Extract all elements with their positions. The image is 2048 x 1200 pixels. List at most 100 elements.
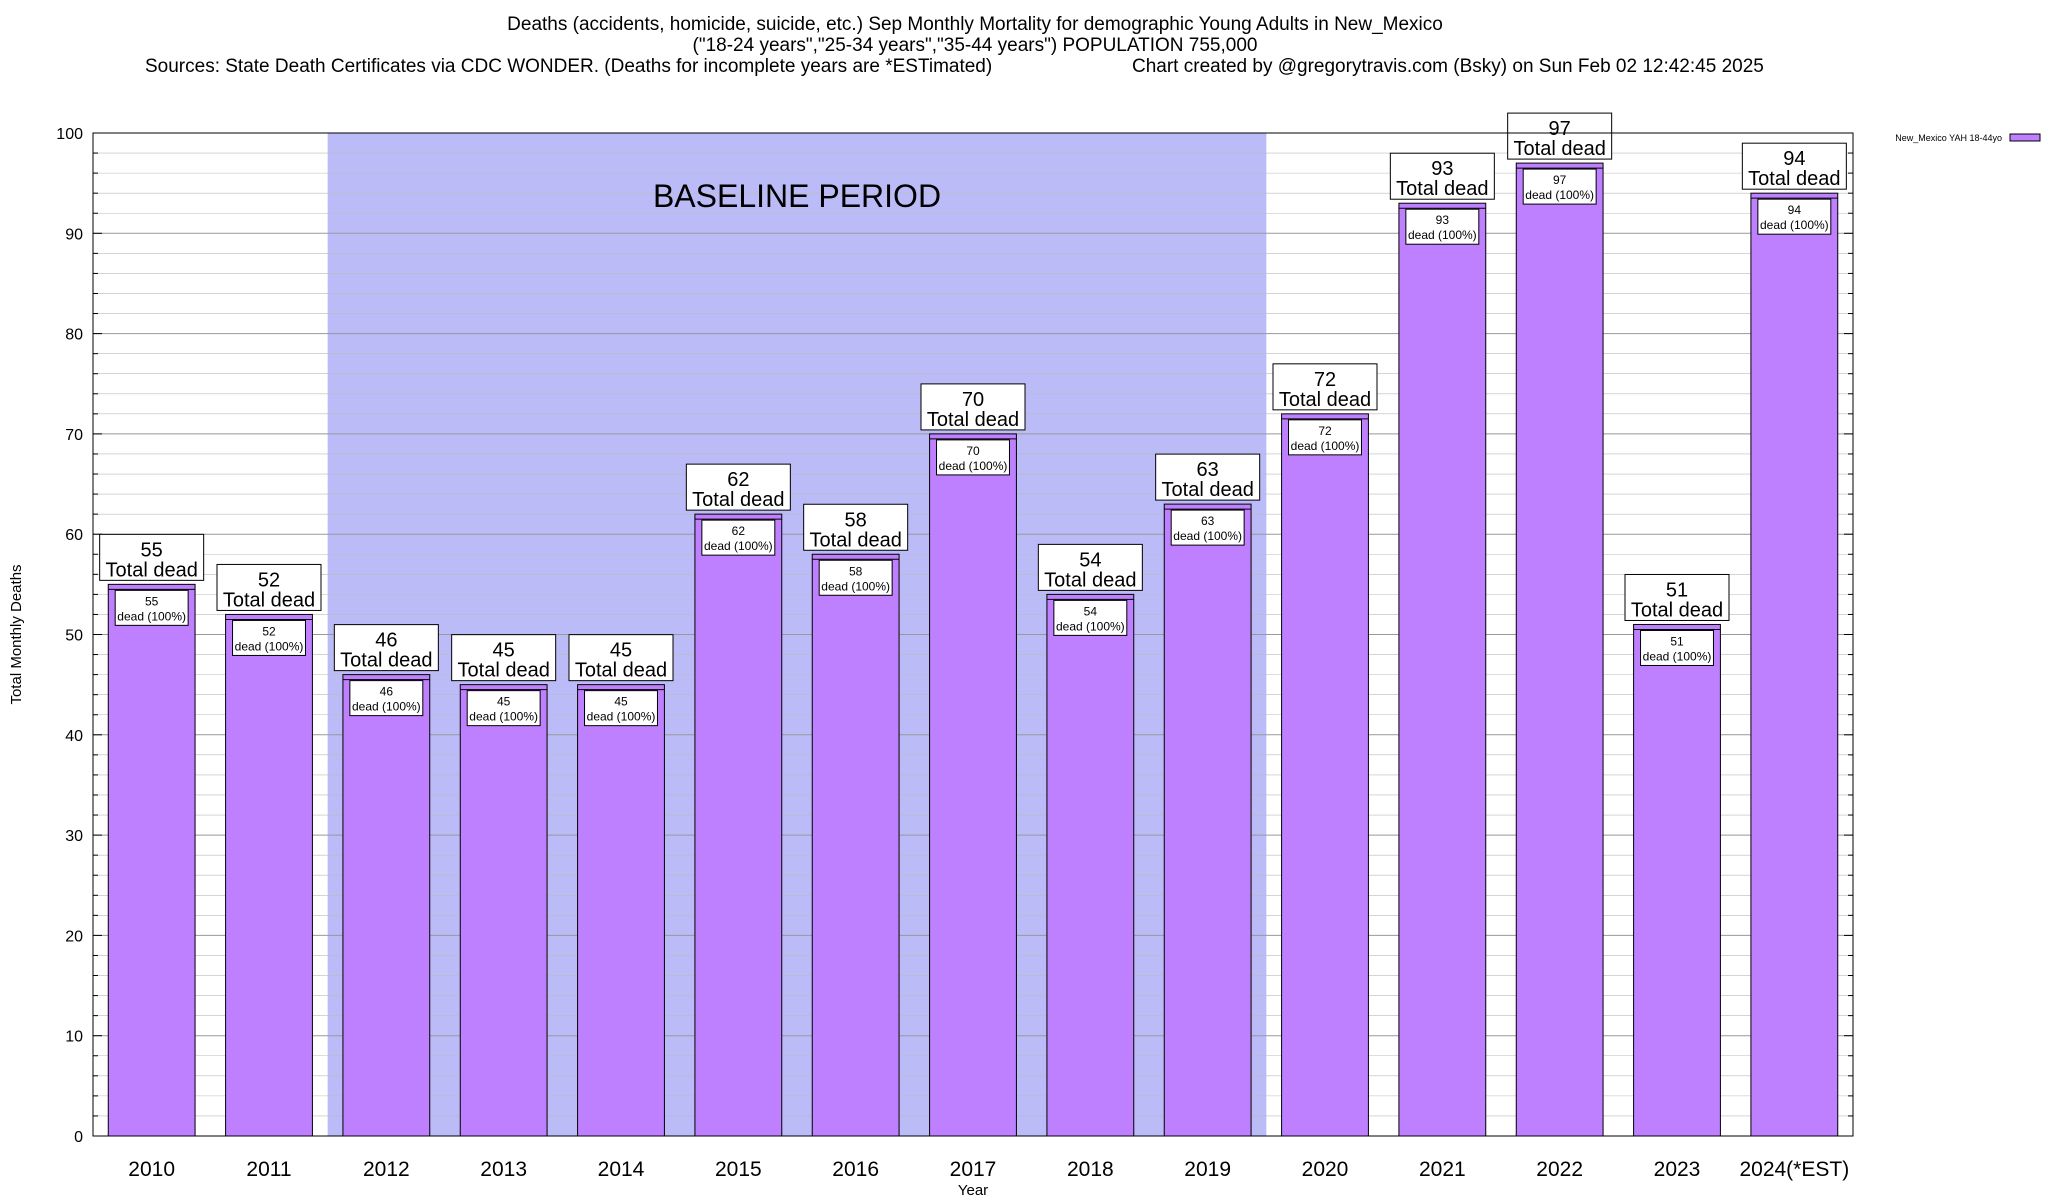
x-tick-label: 2011 bbox=[246, 1158, 291, 1181]
bar-inner-value: 51 bbox=[1670, 634, 1684, 648]
baseline-label: BASELINE PERIOD bbox=[653, 178, 941, 214]
y-tick-label: 70 bbox=[65, 427, 83, 444]
bar-inner-label-box bbox=[1757, 198, 1832, 235]
x-tick-label: 2016 bbox=[832, 1158, 879, 1181]
bar-top-label: Total dead bbox=[1044, 569, 1136, 591]
bar-inner-label: dead (100%) bbox=[235, 639, 304, 653]
bar-inner-label: dead (100%) bbox=[821, 579, 890, 593]
bar-top-label-box bbox=[1037, 543, 1143, 591]
bar-inner-label: dead (100%) bbox=[939, 459, 1008, 473]
bar-top-label-box bbox=[451, 634, 557, 682]
bar-top-value: 45 bbox=[610, 640, 632, 662]
bar-inner-label: dead (100%) bbox=[1291, 439, 1360, 453]
y-tick-label: 80 bbox=[65, 327, 83, 344]
bar-inner-label-box bbox=[701, 519, 776, 556]
bar-top-value: 52 bbox=[258, 569, 280, 591]
chart-title: Deaths (accidents, homicide, suicide, et… bbox=[507, 14, 1443, 35]
bar-top-label-box bbox=[216, 563, 322, 611]
bar-top-label: Total dead bbox=[1514, 138, 1606, 160]
bar-inner-value: 94 bbox=[1788, 203, 1802, 217]
bar-top-label-box bbox=[1741, 142, 1847, 190]
bar-top-label: Total dead bbox=[1396, 178, 1488, 200]
bar-inner-label: dead (100%) bbox=[1760, 218, 1829, 232]
bar-top-value: 46 bbox=[375, 630, 397, 652]
bar bbox=[811, 553, 900, 1137]
x-tick-label: 2019 bbox=[1184, 1158, 1231, 1181]
y-axis-label: Total Monthly Deaths bbox=[8, 564, 25, 704]
bar-inner-value: 45 bbox=[497, 695, 511, 709]
bar-inner-label-box bbox=[1405, 208, 1480, 245]
bar-inner-value: 52 bbox=[262, 624, 276, 638]
bar-inner-label: dead (100%) bbox=[1643, 649, 1712, 663]
bar-inner-value: 55 bbox=[145, 594, 159, 608]
bar-top-value: 54 bbox=[1079, 549, 1101, 571]
bar-top-label: Total dead bbox=[1162, 479, 1254, 501]
bar-inner-label: dead (100%) bbox=[1173, 529, 1242, 543]
x-tick-label: 2023 bbox=[1654, 1158, 1701, 1181]
bar-inner-label-box bbox=[1170, 509, 1245, 546]
bar-top-value: 94 bbox=[1783, 148, 1805, 170]
y-tick-label: 30 bbox=[65, 828, 83, 845]
bar-inner-label: dead (100%) bbox=[1408, 228, 1477, 242]
bar-top-value: 97 bbox=[1549, 118, 1571, 140]
bar-top-label-box bbox=[1389, 152, 1495, 200]
bar-inner-label-box bbox=[584, 690, 658, 727]
bar-top-label-box bbox=[1624, 573, 1730, 621]
bar bbox=[107, 583, 196, 1137]
bar-inner-label: dead (100%) bbox=[704, 539, 773, 553]
x-tick-label: 2015 bbox=[715, 1158, 762, 1181]
bar-top-value: 58 bbox=[845, 509, 867, 531]
chart-credit: Chart created by @gregorytravis.com (Bsk… bbox=[1132, 56, 1764, 77]
bar bbox=[929, 433, 1017, 1137]
bar-top-value: 45 bbox=[493, 640, 515, 662]
x-axis-label: Year bbox=[958, 1182, 988, 1199]
bar-inner-label: dead (100%) bbox=[587, 710, 656, 724]
bar-inner-label-box bbox=[1288, 419, 1362, 456]
bar bbox=[577, 684, 665, 1137]
bar-inner-value: 58 bbox=[849, 564, 863, 578]
bar-inner-label-box bbox=[1640, 629, 1714, 666]
bar-inner-label-box bbox=[936, 439, 1010, 476]
bar-inner-value: 46 bbox=[380, 685, 394, 699]
bar bbox=[1163, 503, 1252, 1137]
bar-inner-label: dead (100%) bbox=[1525, 188, 1594, 202]
bar-top-value: 51 bbox=[1666, 579, 1688, 601]
bar-top-label: Total dead bbox=[1748, 168, 1840, 190]
bar bbox=[1515, 162, 1604, 1137]
bar-top-label-box bbox=[803, 503, 909, 551]
bar-top-label: Total dead bbox=[106, 559, 198, 581]
bar bbox=[225, 613, 313, 1137]
x-tick-label: 2022 bbox=[1536, 1158, 1583, 1181]
bar-top-label: Total dead bbox=[810, 529, 902, 551]
x-tick-label: 2017 bbox=[950, 1158, 997, 1181]
y-tick-label: 20 bbox=[65, 928, 83, 945]
bar-top-label-box bbox=[333, 624, 439, 672]
bar-inner-label: dead (100%) bbox=[117, 609, 186, 623]
bar-top-label-box bbox=[99, 533, 205, 581]
x-tick-label: 2012 bbox=[363, 1158, 410, 1181]
x-tick-label: 2020 bbox=[1302, 1158, 1349, 1181]
bar-inner-label: dead (100%) bbox=[469, 710, 538, 724]
chart-title-block: Deaths (accidents, homicide, suicide, et… bbox=[0, 14, 1950, 77]
bar-inner-value: 45 bbox=[614, 695, 628, 709]
y-tick-label: 100 bbox=[56, 126, 83, 143]
bar-top-label-box bbox=[1155, 453, 1261, 501]
bar-top-label-box bbox=[568, 634, 674, 682]
y-tick-label: 0 bbox=[74, 1129, 83, 1146]
bar-top-label: Total dead bbox=[1279, 389, 1371, 411]
bar-inner-value: 70 bbox=[966, 444, 980, 458]
bar-top-label: Total dead bbox=[575, 660, 667, 682]
bar-top-label: Total dead bbox=[927, 409, 1019, 431]
bar-inner-label-box bbox=[1522, 168, 1597, 205]
bar-inner-value: 97 bbox=[1553, 173, 1567, 187]
bar-top-label-box bbox=[920, 383, 1026, 431]
y-tick-label: 50 bbox=[65, 628, 83, 645]
bar bbox=[342, 674, 431, 1137]
bar bbox=[459, 684, 548, 1137]
bar-top-value: 55 bbox=[141, 539, 163, 561]
bar-top-label-box bbox=[1507, 112, 1613, 160]
bar-inner-value: 62 bbox=[732, 524, 746, 538]
bar bbox=[1046, 593, 1135, 1137]
y-tick-label: 60 bbox=[65, 527, 83, 544]
y-tick-label: 90 bbox=[65, 226, 83, 243]
